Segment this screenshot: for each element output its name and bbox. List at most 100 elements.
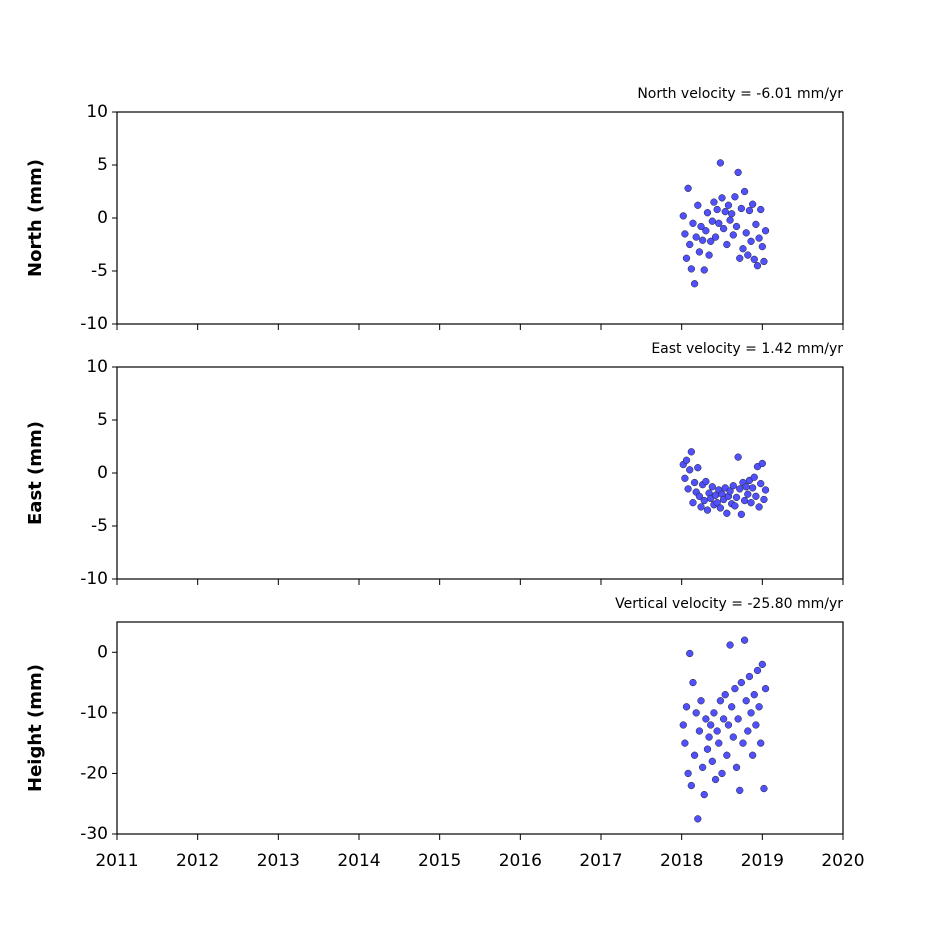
data-point bbox=[689, 499, 697, 507]
data-point bbox=[752, 492, 760, 500]
data-point bbox=[732, 222, 741, 231]
data-point bbox=[702, 477, 710, 486]
data-point bbox=[684, 485, 692, 493]
data-point bbox=[750, 473, 758, 481]
data-point bbox=[690, 751, 699, 759]
data-point bbox=[744, 727, 752, 735]
data-point bbox=[760, 257, 768, 266]
data-point bbox=[711, 233, 720, 241]
data-point bbox=[700, 496, 708, 505]
y-tick-label: -5 bbox=[91, 261, 108, 281]
data-point bbox=[682, 456, 691, 464]
data-point bbox=[747, 499, 755, 507]
axes-frame bbox=[116, 366, 844, 580]
data-point bbox=[729, 482, 737, 490]
data-point bbox=[716, 697, 725, 705]
data-point bbox=[713, 205, 721, 214]
x-tick-label: 2012 bbox=[176, 851, 219, 871]
data-point bbox=[698, 236, 707, 244]
data-point bbox=[731, 684, 739, 693]
data-point bbox=[721, 207, 729, 216]
data-point bbox=[707, 237, 715, 245]
data-point bbox=[702, 227, 710, 235]
data-point bbox=[745, 206, 754, 215]
data-point bbox=[749, 200, 757, 208]
data-point bbox=[719, 715, 728, 723]
data-point bbox=[760, 495, 768, 504]
panel-title: North velocity = -6.01 mm/yr bbox=[637, 86, 843, 102]
data-point bbox=[734, 715, 742, 723]
y-tick-label: -5 bbox=[91, 516, 108, 536]
data-point bbox=[697, 222, 705, 231]
y-tick-label: 0 bbox=[97, 642, 108, 662]
y-tick-label: 5 bbox=[97, 155, 108, 175]
data-point bbox=[749, 751, 757, 759]
data-point bbox=[737, 204, 746, 213]
x-tick-label: 2018 bbox=[660, 851, 703, 871]
data-point bbox=[713, 499, 721, 507]
x-tick-label: 2011 bbox=[95, 851, 138, 871]
y-tick-label: -10 bbox=[80, 569, 108, 589]
data-point bbox=[761, 486, 770, 494]
data-point bbox=[711, 775, 720, 784]
data-point bbox=[689, 678, 697, 687]
y-axis-label: East (mm) bbox=[25, 421, 46, 525]
data-point bbox=[731, 502, 739, 510]
data-point bbox=[682, 254, 691, 262]
data-point bbox=[703, 209, 712, 217]
data-point bbox=[694, 815, 702, 823]
data-point bbox=[737, 678, 746, 687]
y-tick-label: 10 bbox=[86, 357, 108, 377]
x-tick-label: 2014 bbox=[337, 851, 380, 871]
data-point bbox=[690, 478, 699, 487]
data-point bbox=[681, 474, 689, 482]
data-point bbox=[686, 240, 694, 249]
data-point bbox=[723, 509, 731, 517]
y-tick-label: 10 bbox=[86, 102, 108, 122]
data-point bbox=[734, 453, 742, 461]
data-point bbox=[726, 216, 734, 224]
data-point bbox=[745, 672, 754, 681]
data-point bbox=[695, 248, 704, 256]
data-point bbox=[732, 763, 741, 772]
x-tick-label: 2013 bbox=[257, 851, 300, 871]
data-point bbox=[736, 485, 744, 493]
data-point bbox=[703, 506, 712, 514]
y-axis-label: North (mm) bbox=[25, 159, 46, 277]
data-point bbox=[749, 484, 757, 492]
data-point bbox=[758, 660, 766, 669]
data-point bbox=[742, 697, 750, 705]
data-point bbox=[752, 220, 760, 229]
data-point bbox=[723, 751, 731, 759]
data-point bbox=[690, 280, 699, 288]
data-point bbox=[694, 464, 702, 472]
x-tick-label: 2020 bbox=[821, 851, 864, 871]
data-point bbox=[689, 219, 697, 227]
data-point bbox=[707, 721, 715, 729]
data-point bbox=[728, 210, 736, 218]
data-point bbox=[726, 487, 734, 495]
data-point bbox=[737, 510, 746, 518]
y-tick-label: -30 bbox=[80, 824, 108, 844]
y-tick-label: 5 bbox=[97, 410, 108, 430]
x-tick-label: 2019 bbox=[741, 851, 784, 871]
data-point bbox=[736, 254, 744, 262]
data-point bbox=[705, 251, 713, 259]
axes-frame bbox=[116, 111, 844, 325]
data-point bbox=[739, 739, 747, 747]
data-point bbox=[747, 237, 755, 245]
data-point bbox=[739, 245, 747, 253]
data-point bbox=[747, 709, 755, 717]
data-point bbox=[758, 242, 766, 251]
data-point bbox=[716, 159, 725, 167]
data-point bbox=[724, 201, 733, 209]
data-point bbox=[753, 666, 762, 675]
data-point bbox=[755, 234, 763, 242]
data-point bbox=[723, 240, 731, 249]
data-point bbox=[684, 184, 692, 192]
data-point bbox=[679, 721, 687, 729]
data-point bbox=[757, 205, 765, 214]
data-point bbox=[700, 266, 708, 274]
data-point bbox=[692, 233, 700, 241]
